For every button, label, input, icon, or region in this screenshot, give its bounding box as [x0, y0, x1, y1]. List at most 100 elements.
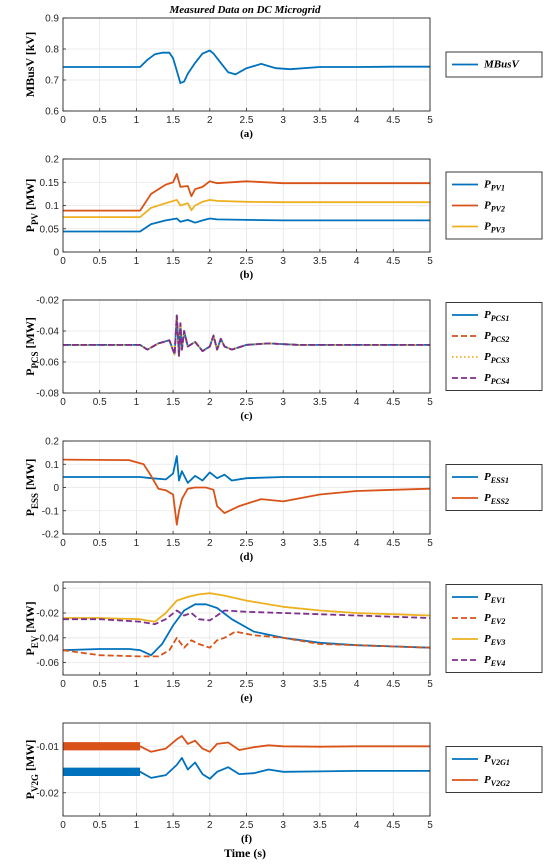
y-tick-label: -0.04 — [36, 327, 59, 338]
x-tick-label: 3 — [280, 256, 286, 267]
legend-entry-label: PPV2 — [484, 200, 505, 214]
x-tick-label: 0.5 — [93, 256, 107, 267]
y-tick-label: 0.7 — [45, 76, 59, 87]
legend-entry-label: PPCS3 — [484, 351, 509, 365]
legend-box — [445, 584, 543, 673]
x-tick-label: 1 — [134, 820, 140, 831]
legend-entry-label: PPCS2 — [484, 330, 509, 344]
x-tick-label: 3 — [280, 397, 286, 408]
y-tick-label: -0.1 — [42, 506, 60, 517]
y-tick-label: 0.15 — [40, 178, 60, 189]
y-tick-label: -0.04 — [36, 633, 59, 644]
legend-entry-label: MBusV — [483, 59, 521, 71]
x-tick-label: 2.5 — [240, 397, 254, 408]
y-axis-label: PEV [MW] — [23, 601, 40, 655]
panel-caption: (c) — [240, 410, 253, 422]
x-tick-label: 0 — [60, 115, 66, 126]
legend-entry-label: PPV1 — [484, 179, 505, 193]
legend: PEV1 PEV2 PEV3 PEV4 — [445, 584, 543, 673]
x-tick-label: 1.5 — [166, 397, 180, 408]
x-tick-label: 3.5 — [313, 256, 327, 267]
x-tick-label: 2 — [207, 538, 213, 549]
series-PV2G1 — [63, 757, 430, 780]
x-tick-label: 3.5 — [313, 397, 327, 408]
x-tick-label: 4.5 — [386, 256, 400, 267]
x-tick-label: 4.5 — [386, 679, 400, 690]
x-tick-label: 4 — [354, 820, 360, 831]
x-tick-label: 3.5 — [313, 820, 327, 831]
y-axis-label: PV2G [MW] — [23, 740, 40, 800]
legend: MBusV — [445, 51, 543, 78]
series-PESS2 — [63, 458, 430, 526]
legend-box — [445, 746, 543, 793]
legend-entry-label: PV2G1 — [484, 753, 510, 767]
x-axis-label: Time (s) — [224, 846, 266, 860]
y-tick-label: 0 — [53, 248, 59, 259]
x-tick-label: 0 — [60, 538, 66, 549]
x-tick-label: 1 — [134, 256, 140, 267]
series-line-PEV2 — [63, 630, 430, 658]
y-tick-label: 0.05 — [40, 224, 60, 235]
x-tick-label: 0.5 — [93, 397, 107, 408]
x-tick-label: 4.5 — [386, 820, 400, 831]
x-tick-label: 1 — [134, 679, 140, 690]
y-tick-label: 0.9 — [45, 14, 59, 25]
series-line-PPV1 — [63, 217, 430, 233]
x-tick-label: 4 — [354, 256, 360, 267]
legend-box — [445, 464, 543, 511]
y-tick-label: -0.02 — [36, 788, 59, 799]
x-tick-label: 2 — [207, 679, 213, 690]
legend-entry-label: PPCS4 — [484, 372, 509, 386]
y-tick-label: 0.2 — [45, 437, 59, 448]
x-tick-label: 3 — [280, 820, 286, 831]
legend-entry-label: PEV1 — [484, 591, 505, 605]
series-line-MBusV — [63, 49, 430, 84]
x-tick-label: 2.5 — [240, 679, 254, 690]
y-tick-label: -0.06 — [36, 658, 59, 669]
y-tick-label: -0.08 — [36, 389, 59, 400]
legend-entry-label: PEV4 — [484, 654, 505, 668]
series-PPV1 — [63, 217, 430, 233]
figure-title: Measured Data on DC Microgrid — [169, 4, 321, 16]
y-tick-label: 0.8 — [45, 45, 59, 56]
panel-caption: (d) — [240, 551, 254, 563]
series-line-PPCS4 — [63, 314, 430, 357]
y-axis-label: PPV [MW] — [23, 179, 40, 233]
axes-box — [62, 722, 431, 817]
panel-d: 0 0.5 1 1.5 2 2.5 3 3.5 4 4.5 5 -0.2 -0.1 0 0.1 0.2 PESS… — [23, 437, 543, 563]
y-tick-label: 0.1 — [45, 201, 59, 212]
x-tick-label: 1.5 — [166, 115, 180, 126]
x-tick-label: 2.5 — [240, 256, 254, 267]
x-tick-label: 0 — [60, 397, 66, 408]
legend-entry-label: PPV3 — [484, 221, 505, 235]
y-tick-label: 0 — [53, 483, 59, 494]
x-tick-label: 4 — [354, 538, 360, 549]
panel-e: 0 0.5 1 1.5 2 2.5 3 3.5 4 4.5 5 -0.06 -0.04 -0.02 0 PEV… — [23, 581, 543, 704]
x-tick-label: 4.5 — [386, 115, 400, 126]
panel-a: 0 0.5 1 1.5 2 2.5 3 3.5 4 4.5 5 0.6 0.7 0.8 0.9 MBusV [… — [23, 14, 543, 140]
x-tick-label: 5 — [427, 679, 433, 690]
x-tick-label: 1 — [134, 538, 140, 549]
panel-caption: (f) — [241, 833, 252, 845]
y-tick-label: 0.1 — [45, 460, 59, 471]
legend-entry-label: PESS2 — [484, 492, 509, 506]
x-tick-label: 0.5 — [93, 679, 107, 690]
x-tick-label: 2 — [207, 397, 213, 408]
series-line-PPV2 — [63, 172, 430, 212]
y-tick-label: -0.06 — [36, 358, 59, 369]
x-tick-label: 4 — [354, 679, 360, 690]
panel-caption: (b) — [240, 269, 254, 281]
x-tick-label: 5 — [427, 115, 433, 126]
x-tick-label: 2.5 — [240, 820, 254, 831]
legend-box — [445, 302, 543, 391]
y-axis-label: PPCS [MW] — [23, 317, 40, 376]
y-tick-label: -0.2 — [42, 530, 60, 541]
x-tick-label: 3.5 — [313, 538, 327, 549]
x-tick-label: 1.5 — [166, 820, 180, 831]
series-line-PESS1 — [63, 455, 430, 484]
axes-box — [62, 158, 431, 253]
legend: PPCS1 PPCS2 PPCS3 PPCS4 — [445, 302, 543, 391]
axes-box — [62, 299, 431, 394]
